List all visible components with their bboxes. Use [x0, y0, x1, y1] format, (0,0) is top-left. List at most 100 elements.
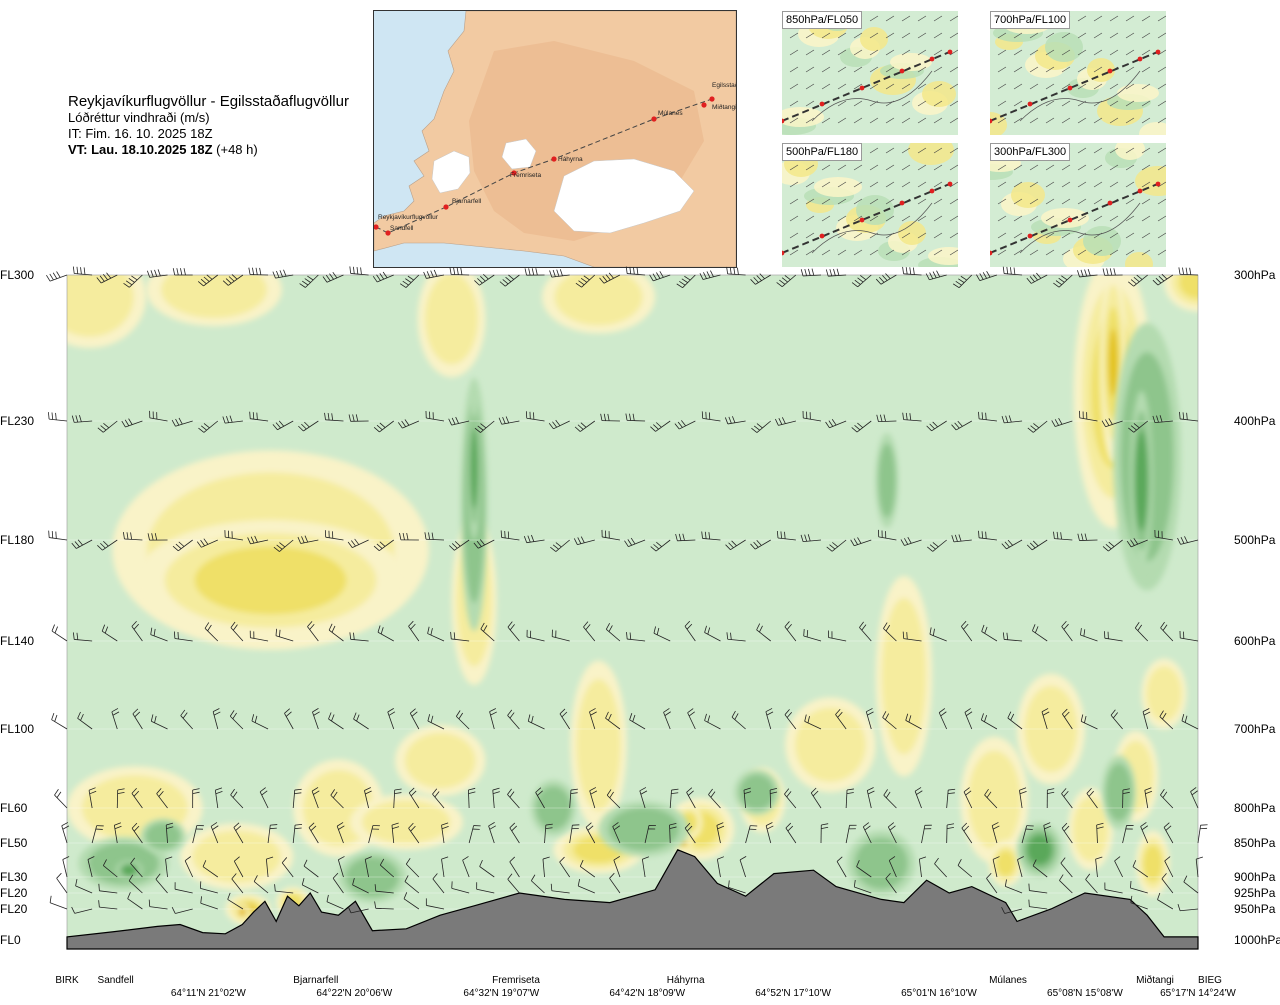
level-map-barb: [1141, 15, 1151, 22]
wind-barb-feather: [737, 267, 739, 275]
level-map-barb: [789, 181, 799, 188]
wind-barb-feather: [716, 822, 724, 826]
downdraft-region: [467, 397, 481, 540]
wind-barb-staff: [202, 866, 219, 878]
wind-barb-feather: [364, 787, 371, 791]
wind-barb-staff: [918, 859, 922, 878]
wind-barb-feather: [826, 546, 833, 552]
wind-barb-feather: [250, 536, 255, 544]
wind-barb-staff: [227, 899, 244, 910]
wind-barb-feather: [934, 857, 939, 864]
wind-barb-feather: [392, 826, 400, 830]
vatnajokull-glacier: [553, 158, 695, 234]
wind-barb-staff: [1004, 639, 1023, 642]
downdraft-region: [847, 830, 916, 897]
wind-barb-feather: [765, 708, 773, 713]
wind-barb-feather: [966, 711, 973, 717]
updraft-region-shade: [1143, 845, 1163, 882]
wind-barb-feather: [1105, 419, 1110, 426]
level-map-barb: [949, 83, 958, 90]
flight-level-label: FL230: [0, 414, 35, 428]
level-map-barb: [821, 249, 831, 256]
wind-barb-feather: [548, 423, 554, 430]
wind-barb-feather: [1028, 899, 1030, 907]
wind-barb-feather: [608, 272, 614, 279]
wind-barb-feather: [675, 533, 678, 541]
wind-barb-feather: [451, 417, 456, 425]
station-label: Reykjavíkurflugvöllur: [378, 214, 439, 221]
updraft-region-shade: [1072, 796, 1109, 862]
wind-barb-staff: [559, 861, 570, 878]
level-map-barb: [917, 181, 927, 188]
wind-barb-feather: [203, 423, 210, 429]
wind-barb-feather: [750, 279, 756, 285]
wind-barb-staff: [307, 626, 319, 642]
wind-barb-feather: [650, 546, 657, 552]
wind-barb-staff: [479, 274, 495, 286]
wind-barb-feather: [509, 624, 515, 631]
wind-barb-feather: [781, 417, 786, 424]
level-map-graphic: [782, 11, 958, 135]
level-map-barb: [1077, 49, 1087, 56]
wind-barb-staff: [509, 861, 520, 878]
wind-barb-staff: [932, 539, 947, 552]
level-map-barb: [789, 198, 799, 205]
level-map-barb: [805, 49, 815, 56]
level-map-barb: [1061, 66, 1071, 73]
wind-barb-feather: [349, 632, 352, 640]
wind-barb-feather: [825, 421, 830, 429]
wind-barb-feather: [605, 711, 609, 719]
wind-barb-staff: [149, 274, 168, 278]
wind-barb-feather: [786, 624, 792, 630]
wind-barb-feather: [127, 892, 131, 899]
wind-barb-feather: [926, 425, 932, 432]
wind-barb-feather: [147, 533, 150, 541]
place-label: Bjarnarfell: [293, 975, 339, 986]
level-map-barb: [1013, 117, 1023, 124]
wind-barb-feather: [552, 544, 559, 550]
wind-barb-staff: [769, 789, 772, 809]
level-map-label: 300hPa/FL300: [990, 143, 1071, 161]
level-map-barb: [901, 83, 911, 90]
wind-barb-feather: [328, 712, 332, 720]
wind-barb-staff: [1130, 887, 1148, 894]
wind-barb-staff: [352, 539, 369, 548]
level-map-barb: [1141, 164, 1151, 171]
wind-barb-staff: [553, 420, 570, 430]
wind-barb-feather: [552, 269, 556, 277]
level-map-coast: [811, 202, 933, 254]
wind-barb-feather: [1140, 822, 1147, 827]
level-map-barb: [885, 117, 895, 124]
wind-barb-staff: [250, 637, 269, 642]
wind-barb-staff: [203, 420, 219, 433]
level-map-barb: [869, 117, 879, 124]
wind-barb-feather: [411, 711, 418, 717]
level-map-barb: [1125, 15, 1135, 22]
flight-level-label: FL30: [0, 870, 28, 884]
wind-barb-feather: [784, 621, 790, 628]
wind-barb-staff: [100, 274, 118, 284]
wind-barb-feather: [347, 906, 352, 914]
level-map-shade: [1087, 58, 1115, 82]
wind-barb-feather: [88, 787, 96, 791]
level-map-shade: [1117, 84, 1159, 102]
wind-barb-feather: [770, 791, 778, 794]
wind-barb-feather: [803, 629, 805, 637]
wind-barb-feather: [669, 822, 677, 826]
wind-barb-feather: [281, 857, 288, 863]
wind-barb-staff: [292, 790, 296, 809]
wind-barb-staff: [1055, 420, 1073, 427]
level-map-barb: [917, 15, 927, 22]
wind-barb-feather: [854, 424, 861, 431]
level-map-barb: [1061, 232, 1071, 239]
wind-barb-feather: [46, 274, 51, 282]
wind-barb-feather: [427, 714, 431, 722]
wind-barb-feather: [829, 544, 836, 550]
wind-barb-feather: [230, 621, 236, 628]
level-map-barb: [997, 232, 1007, 239]
wind-barb-staff: [938, 712, 948, 730]
wind-barb-feather: [1108, 418, 1113, 425]
wind-barb-feather: [232, 712, 237, 719]
updraft-region: [349, 794, 463, 850]
wind-barb-staff: [544, 825, 547, 844]
